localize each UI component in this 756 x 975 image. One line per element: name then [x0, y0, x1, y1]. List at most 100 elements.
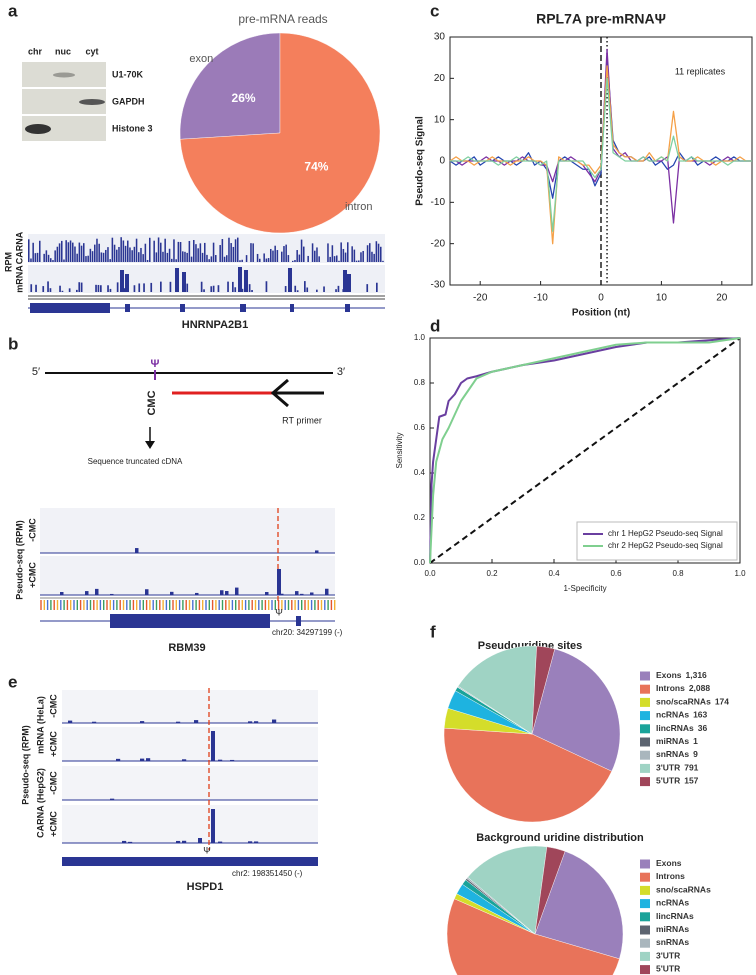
- legend-label: snRNAs: [656, 937, 689, 947]
- coverage-bar: [232, 281, 234, 292]
- y-tick-label: 0.8: [414, 378, 426, 387]
- coverage-bar: [371, 251, 373, 262]
- coverage-bar: [124, 288, 126, 292]
- coverage-bar: [80, 245, 83, 262]
- coverage-bar: [221, 239, 224, 262]
- coverage-bar: [244, 270, 248, 292]
- coverage-bar: [263, 253, 265, 262]
- y-tick-label: 20: [434, 73, 446, 84]
- coverage-bar: [336, 255, 338, 262]
- legend-label: sno/scaRNAs 174: [656, 697, 729, 707]
- coverage-bar: [182, 272, 186, 292]
- coverage-bar: [173, 239, 175, 262]
- coverage-bar: [128, 841, 133, 843]
- coverage-bar: [228, 237, 230, 262]
- coverage-bar: [218, 841, 223, 843]
- coverage-bar: [135, 238, 138, 262]
- coverage-bar: [120, 237, 122, 262]
- x-axis-label: 1-Specificity: [563, 584, 606, 593]
- legend-count: 163: [693, 710, 707, 720]
- coverage-bar: [176, 840, 181, 843]
- gene-name: HNRNPA2B1: [182, 319, 248, 331]
- track-unit: RPM: [3, 252, 13, 272]
- coverage-bar: [142, 254, 144, 262]
- coverage-bar: [184, 251, 186, 262]
- blot-row-label: GAPDH: [112, 96, 145, 106]
- coverage-bar: [220, 590, 224, 595]
- coverage-bar: [143, 283, 145, 292]
- coverage-bar: [300, 593, 304, 595]
- track-bg: [62, 766, 318, 800]
- chart-title: RPL7A pre-mRNAΨ: [536, 11, 666, 27]
- coverage-bar: [157, 237, 160, 262]
- x-tick-label: -10: [533, 293, 548, 304]
- coverage-bar: [150, 282, 153, 292]
- coverage-bar: [382, 260, 384, 262]
- coverage-bar: [197, 248, 199, 262]
- coverage-bar: [47, 281, 49, 292]
- coverage-bar: [335, 289, 337, 292]
- coverage-bar: [227, 281, 229, 292]
- coverage-bar: [153, 240, 155, 262]
- legend-category: 5'UTR: [656, 776, 680, 786]
- legend-category: Exons: [656, 670, 682, 680]
- coverage-bar: [250, 243, 252, 262]
- coverage-bar: [140, 721, 145, 723]
- coverage-bar: [215, 255, 217, 262]
- coverage-bar: [124, 245, 127, 262]
- coverage-bar: [68, 720, 73, 723]
- coverage-bar: [344, 252, 347, 262]
- coverage-bar: [28, 239, 30, 262]
- coverage-bar: [175, 268, 179, 292]
- coverage-bar: [50, 258, 52, 262]
- coverage-bar: [234, 239, 237, 262]
- legend-swatch: [640, 859, 650, 869]
- series-line: [449, 57, 752, 199]
- annotation: 11 replicates: [675, 66, 726, 76]
- coverage-bar: [353, 249, 356, 262]
- track-bg: [40, 508, 335, 553]
- coverage-bar: [217, 285, 220, 292]
- coverage-bar: [288, 268, 292, 292]
- lane-label: nuc: [55, 46, 71, 56]
- legend-label: Introns 2,088: [656, 683, 710, 693]
- coverage-bar: [343, 270, 347, 292]
- coverage-bar: [195, 592, 199, 595]
- coverage-bar: [34, 253, 37, 262]
- legend-category: ncRNAs: [656, 898, 689, 908]
- coverage-bar: [58, 243, 61, 262]
- legend-swatch: [640, 777, 650, 787]
- coverage-bar: [61, 240, 63, 262]
- site-label: chr2: 198351450 (-): [232, 869, 303, 878]
- coverage-bar: [122, 240, 125, 262]
- coverage-bar: [225, 591, 229, 595]
- coverage-bar: [122, 840, 127, 843]
- coverage-bar: [237, 237, 239, 262]
- track-bg: [62, 727, 318, 761]
- coverage-bar: [230, 243, 232, 262]
- coverage-bar: [307, 255, 309, 262]
- coverage-bar: [30, 284, 33, 292]
- coverage-bar: [239, 260, 241, 262]
- pie-slice: [531, 645, 556, 735]
- coverage-bar: [144, 243, 147, 262]
- legend-swatch: [640, 697, 650, 707]
- coverage-bar: [347, 242, 349, 262]
- pie-slice: [531, 648, 621, 772]
- x-axis-label: Position (nt): [572, 308, 630, 319]
- coverage-bar: [102, 252, 105, 262]
- coverage-bar: [304, 281, 306, 292]
- coverage-bar: [160, 242, 162, 262]
- coverage-bar: [323, 286, 325, 292]
- value-label: 26%: [232, 91, 256, 105]
- coverage-bar: [194, 720, 199, 723]
- blot-band: [79, 99, 105, 105]
- legend-swatch: [640, 938, 650, 948]
- coverage-bar: [252, 243, 254, 262]
- coverage-bar: [251, 290, 253, 292]
- legend-label: lincRNAs: [656, 911, 694, 921]
- sequence-stripes: [40, 600, 336, 610]
- five-prime: 5′: [32, 366, 40, 378]
